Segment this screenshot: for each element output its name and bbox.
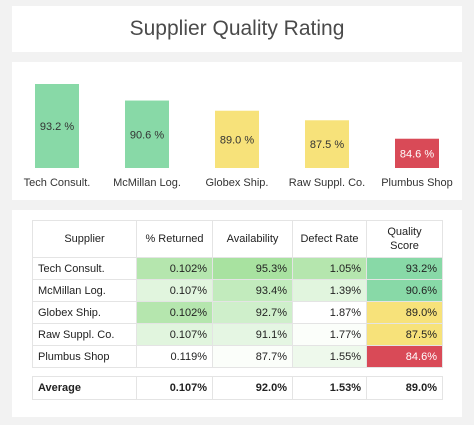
table-row: Plumbus Shop 0.119% 87.7% 1.55% 84.6% — [32, 345, 443, 368]
table-header-row: Supplier % Returned Availability Defect … — [32, 220, 443, 258]
cell-returned: 0.119% — [136, 345, 213, 368]
x-tick-label: Raw Suppl. Co. — [289, 177, 365, 189]
cell-supplier: Globex Ship. — [32, 301, 137, 324]
header-availability: Availability — [212, 220, 293, 258]
bar — [125, 100, 169, 168]
cell-availability: 93.4% — [212, 279, 293, 302]
bar — [395, 138, 439, 168]
cell-quality-score: 93.2% — [366, 257, 443, 280]
cell-supplier: Plumbus Shop — [32, 345, 137, 368]
cell-defect-rate: 1.55% — [292, 345, 367, 368]
average-availability: 92.0% — [212, 376, 293, 400]
bar — [305, 120, 349, 168]
spacer-cell — [136, 367, 213, 377]
average-returned: 0.107% — [136, 376, 213, 400]
spacer-cell — [292, 367, 367, 377]
average-row: Average 0.107% 92.0% 1.53% 89.0% — [32, 376, 443, 400]
cell-availability: 87.7% — [212, 345, 293, 368]
quality-table-panel: Supplier % Returned Availability Defect … — [12, 210, 462, 417]
spacer-cell — [32, 367, 137, 377]
table-spacer — [32, 367, 443, 377]
cell-supplier: McMillan Log. — [32, 279, 137, 302]
cell-quality-score: 84.6% — [366, 345, 443, 368]
bar-chart: 93.2 % Tech Consult. 90.6 % McMillan Log. 89… — [24, 84, 453, 189]
cell-returned: 0.102% — [136, 257, 213, 280]
bar-data-label: 84.6 % — [400, 148, 434, 160]
bar-data-label: 87.5 % — [310, 139, 344, 151]
table-row: Tech Consult. 0.102% 95.3% 1.05% 93.2% — [32, 257, 443, 280]
bar — [35, 84, 79, 168]
cell-defect-rate: 1.39% — [292, 279, 367, 302]
table-row: Raw Suppl. Co. 0.107% 91.1% 1.77% 87.5% — [32, 323, 443, 346]
title-panel: Supplier Quality Rating — [12, 6, 462, 52]
cell-defect-rate: 1.05% — [292, 257, 367, 280]
cell-availability: 91.1% — [212, 323, 293, 346]
average-label: Average — [32, 376, 137, 400]
average-defect-rate: 1.53% — [292, 376, 367, 400]
cell-availability: 95.3% — [212, 257, 293, 280]
quality-table: Supplier % Returned Availability Defect … — [32, 220, 443, 400]
cell-availability: 92.7% — [212, 301, 293, 324]
average-quality-score: 89.0% — [366, 376, 443, 400]
cell-returned: 0.102% — [136, 301, 213, 324]
cell-supplier: Raw Suppl. Co. — [32, 323, 137, 346]
cell-quality-score: 87.5% — [366, 323, 443, 346]
header-returned: % Returned — [136, 220, 213, 258]
header-defect-rate: Defect Rate — [292, 220, 367, 258]
cell-quality-score: 90.6% — [366, 279, 443, 302]
bar-data-label: 93.2 % — [40, 121, 74, 133]
spacer-cell — [366, 367, 443, 377]
cell-returned: 0.107% — [136, 323, 213, 346]
cell-defect-rate: 1.87% — [292, 301, 367, 324]
table-row: Globex Ship. 0.102% 92.7% 1.87% 89.0% — [32, 301, 443, 324]
bar-chart-panel: 93.2 % Tech Consult. 90.6 % McMillan Log. 89… — [12, 62, 462, 200]
table-row: McMillan Log. 0.107% 93.4% 1.39% 90.6% — [32, 279, 443, 302]
bar-data-label: 89.0 % — [220, 134, 254, 146]
cell-defect-rate: 1.77% — [292, 323, 367, 346]
x-tick-label: McMillan Log. — [113, 177, 181, 189]
cell-supplier: Tech Consult. — [32, 257, 137, 280]
header-quality-score: Quality Score — [366, 220, 443, 258]
x-tick-label: Tech Consult. — [24, 177, 91, 189]
bar — [215, 110, 259, 168]
spacer-cell — [212, 367, 293, 377]
cell-quality-score: 89.0% — [366, 301, 443, 324]
cell-returned: 0.107% — [136, 279, 213, 302]
page-title: Supplier Quality Rating — [129, 17, 345, 40]
x-tick-label: Plumbus Shop — [381, 177, 453, 189]
bar-data-label: 90.6 % — [130, 129, 164, 141]
header-supplier: Supplier — [32, 220, 137, 258]
x-tick-label: Globex Ship. — [206, 177, 269, 189]
